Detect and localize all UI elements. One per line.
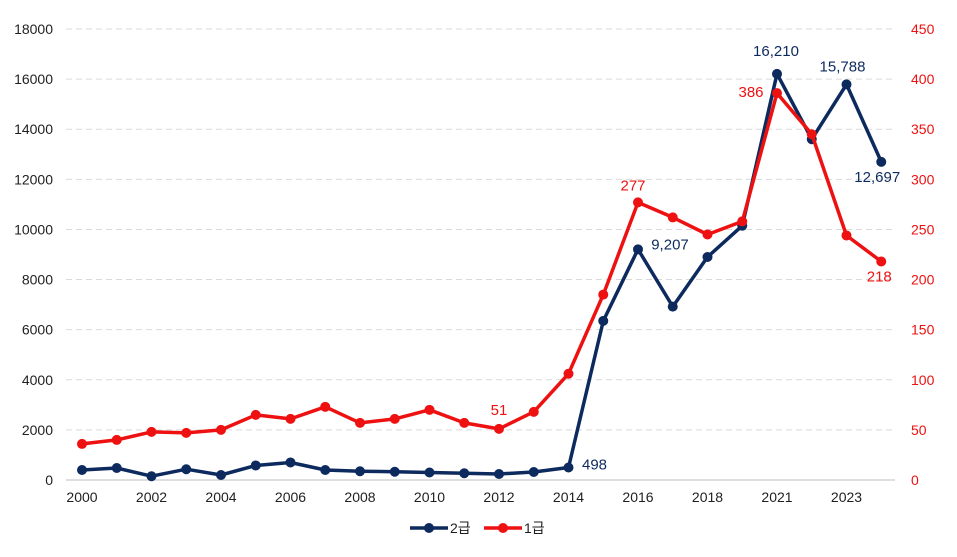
- data-point: [841, 230, 852, 241]
- data-point: [355, 466, 365, 477]
- x-tick-label: 2006: [275, 489, 306, 505]
- data-point: [563, 368, 574, 379]
- data-label: 16,210: [753, 43, 799, 60]
- y-left-tick-label: 14000: [14, 121, 53, 137]
- data-point: [633, 197, 643, 208]
- y-right-tick-label: 0: [911, 472, 919, 488]
- data-label: 9,207: [651, 236, 689, 253]
- y-left-tick-label: 2000: [22, 422, 53, 438]
- data-point: [772, 88, 782, 99]
- data-point: [494, 468, 504, 479]
- x-tick-label: 2021: [761, 489, 792, 505]
- y-left-tick-label: 4000: [22, 372, 53, 388]
- data-point: [528, 406, 539, 417]
- data-point: [667, 212, 678, 223]
- data-point: [250, 460, 261, 471]
- data-point: [111, 434, 122, 445]
- x-tick-label: 2016: [622, 489, 653, 505]
- y-right-tick-label: 450: [911, 21, 935, 37]
- data-point: [389, 413, 400, 424]
- y-left-tick-label: 6000: [22, 322, 53, 338]
- data-point: [355, 417, 365, 428]
- data-point: [111, 462, 122, 473]
- data-point: [633, 244, 643, 255]
- data-point: [598, 315, 609, 326]
- y-right-tick-label: 250: [911, 221, 935, 237]
- y-left-tick-label: 16000: [14, 71, 53, 87]
- data-point: [77, 464, 87, 475]
- data-point: [285, 457, 296, 468]
- data-point: [876, 156, 887, 167]
- data-point: [424, 404, 435, 415]
- x-tick-label: 2000: [66, 489, 97, 505]
- legend-marker: [498, 523, 508, 533]
- data-point: [181, 427, 192, 438]
- legend-marker: [424, 523, 434, 533]
- data-point: [389, 466, 400, 477]
- series-line: [80, 91, 884, 446]
- data-label: 218: [867, 269, 892, 286]
- data-point: [424, 467, 435, 478]
- data-point: [737, 216, 748, 227]
- legend-label: 1급: [524, 520, 545, 536]
- data-point: [841, 79, 852, 90]
- data-point: [320, 401, 331, 412]
- y-left-tick-label: 12000: [14, 171, 53, 187]
- gridlines: [66, 28, 895, 431]
- y-right-tick-label: 100: [911, 372, 935, 388]
- data-point: [702, 252, 713, 263]
- y-right-tick-label: 300: [911, 171, 935, 187]
- data-point: [146, 426, 157, 437]
- data-point: [667, 301, 678, 312]
- series-grade1: [77, 88, 887, 449]
- data-point: [806, 129, 817, 140]
- x-tick-label: 2004: [205, 489, 236, 505]
- x-tick-label: 2018: [692, 489, 723, 505]
- x-tick-label: 2002: [136, 489, 167, 505]
- y-right-tick-label: 200: [911, 272, 935, 288]
- data-point: [146, 471, 157, 482]
- y-right-tick-label: 50: [911, 422, 927, 438]
- y-left-tick-label: 18000: [14, 21, 53, 37]
- data-point: [181, 464, 192, 475]
- data-point: [216, 469, 226, 480]
- legend: 2급 1급: [410, 520, 545, 536]
- data-point: [250, 409, 261, 420]
- data-point: [77, 438, 87, 449]
- data-point: [459, 417, 470, 428]
- data-label: 498: [582, 457, 607, 474]
- data-label: 12,697: [854, 169, 900, 186]
- data-point: [876, 256, 887, 267]
- data-point: [285, 413, 296, 424]
- data-point: [216, 424, 226, 435]
- y-left-tick-label: 8000: [22, 272, 53, 288]
- legend-label: 2급: [450, 520, 471, 536]
- series-line: [80, 72, 884, 478]
- x-tick-label: 2023: [831, 489, 862, 505]
- data-point: [494, 423, 504, 434]
- data-label: 277: [620, 177, 645, 194]
- data-point: [459, 468, 470, 479]
- y-left-tick-label: 0: [45, 472, 53, 488]
- data-point: [772, 68, 782, 79]
- data-point: [320, 464, 331, 475]
- x-tick-label: 2014: [553, 489, 584, 505]
- data-point: [563, 462, 574, 473]
- data-label: 15,788: [820, 58, 866, 75]
- data-point: [702, 229, 713, 240]
- y-right-tick-label: 150: [911, 322, 935, 338]
- y-right-tick-label: 350: [911, 121, 935, 137]
- x-tick-label: 2008: [344, 489, 375, 505]
- x-tick-label: 2010: [414, 489, 445, 505]
- data-label: 386: [738, 84, 763, 101]
- y-left-tick-label: 10000: [14, 221, 53, 237]
- data-label: 51: [491, 402, 508, 419]
- data-point: [528, 466, 539, 477]
- y-right-tick-label: 400: [911, 71, 935, 87]
- x-tick-label: 2012: [483, 489, 514, 505]
- data-point: [598, 289, 609, 300]
- series-grade2: [77, 68, 887, 482]
